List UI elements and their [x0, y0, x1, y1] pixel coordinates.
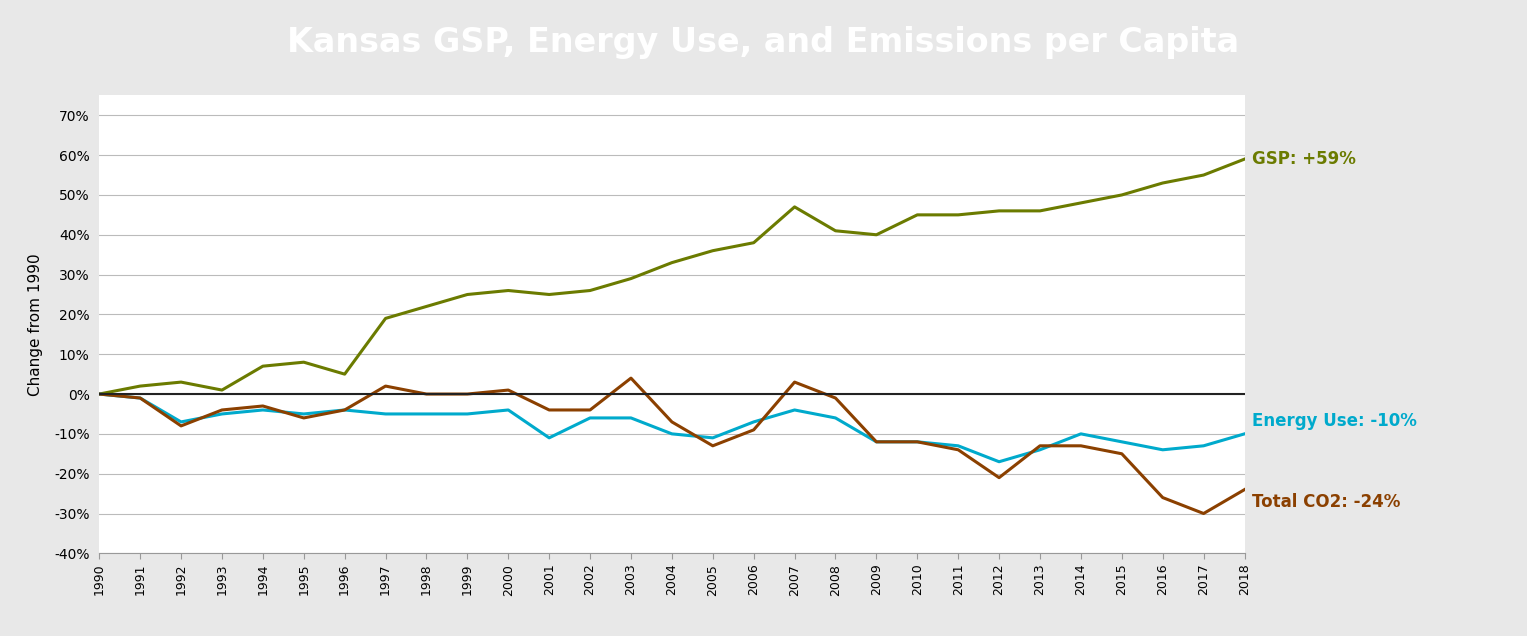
Text: Kansas GSP, Energy Use, and Emissions per Capita: Kansas GSP, Energy Use, and Emissions pe… [287, 27, 1240, 59]
Text: GSP: +59%: GSP: +59% [1252, 150, 1356, 168]
Text: Total CO2: -24%: Total CO2: -24% [1252, 494, 1400, 511]
Text: Energy Use: -10%: Energy Use: -10% [1252, 412, 1417, 430]
Y-axis label: Change from 1990: Change from 1990 [27, 253, 43, 396]
